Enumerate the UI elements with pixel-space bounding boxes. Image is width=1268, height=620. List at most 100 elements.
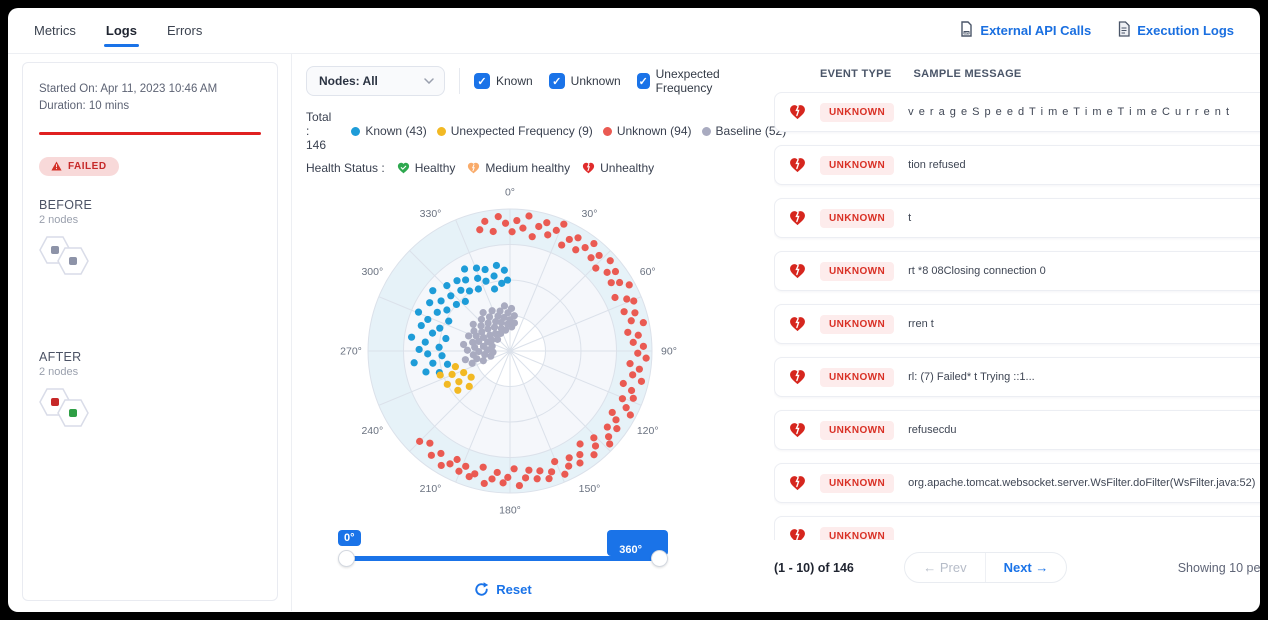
checkbox-unknown[interactable]: ✓ Unknown [548,73,621,89]
log-event-row[interactable]: UNKNOWN rt *8 08Closing connection 0 [774,251,1260,291]
header: Metrics Logs Errors API External API Cal… [8,8,1260,54]
tab-logs[interactable]: Logs [103,8,140,53]
svg-text:240°: 240° [361,425,383,437]
tab-metrics[interactable]: Metrics [34,23,76,38]
execution-logs-link[interactable]: Execution Logs [1117,21,1234,40]
polar-scatter-chart[interactable]: 0° 30° 60° 90° 120° 150° 180° 210° 240° 270° 300° 3… [312,179,720,528]
run-summary-panel: Started On: Apr 11, 2023 10:46 AM Durati… [22,62,278,601]
checkbox-checked-icon: ✓ [636,73,650,89]
svg-text:90°: 90° [661,346,677,358]
external-api-calls-label: External API Calls [980,23,1092,38]
log-event-row[interactable]: UNKNOWN rren t [774,304,1260,344]
svg-text:330°: 330° [420,208,442,220]
unhealthy-heart-icon [790,211,805,226]
started-on-text: Started On: Apr 11, 2023 10:46 AM [39,83,218,95]
legend-item-baseline: Baseline (52) [701,124,786,138]
prev-button[interactable]: ← Prev [905,553,986,582]
vertical-divider [291,54,292,611]
slider-min-badge: 0° [338,530,361,546]
tab-bar: Metrics Logs Errors [34,8,202,53]
per-page-label: Showing 10 per page [1177,560,1260,575]
baseline-dot-icon [701,126,711,136]
header-links: API External API Calls Execution Logs [959,21,1234,40]
unhealthy-heart-icon [790,158,805,173]
node-hexagon-icon[interactable] [57,247,89,280]
duration-text: Duration: 10 mins [39,100,130,113]
slider-track[interactable] [346,556,660,561]
sample-message-text: refusecdu [908,424,957,436]
legend-item-known: Known (43) [351,124,427,138]
after-label: AFTER [39,350,82,364]
status-badge: FAILED [39,156,119,176]
checkbox-unknown-label: Unknown [570,74,621,88]
event-type-badge: UNKNOWN [820,526,895,540]
unexpected-frequency-dot-icon [436,126,446,136]
event-type-badge: UNKNOWN [820,102,895,122]
healthy-heart-icon [397,162,409,174]
unhealthy-heart-icon [790,423,805,438]
log-events-panel: EVENT TYPE SAMPLE MESSAGE UNKNOWN v e r … [762,54,1260,611]
pagination-range: (1 - 10) of 146 [774,560,854,575]
node-hexagon-icon[interactable] [57,399,89,432]
checkbox-unexpected-frequency-label: Unexpected Frequency [655,67,720,95]
external-api-calls-link[interactable]: API External API Calls [959,21,1091,40]
checkbox-known[interactable]: ✓ Known [473,73,533,89]
log-event-row[interactable]: UNKNOWN t [774,198,1260,238]
svg-text:60°: 60° [640,266,656,278]
sample-message-text: tion refused [908,159,966,171]
unhealthy-heart-icon [790,317,805,332]
slider-handle-max[interactable] [651,550,668,567]
svg-text:300°: 300° [361,266,383,278]
checkbox-unexpected-frequency[interactable]: ✓ Unexpected Frequency [636,67,756,95]
checkbox-known-label: Known [495,74,533,88]
sample-message-text: rl: (7) Failed* t Trying ::1... [908,371,1035,383]
polar-chart: 0° 30° 60° 90° 120° 150° 180° 210° 240° 270° 300° 3… [340,187,677,517]
after-nodes [39,388,99,432]
event-type-badge: UNKNOWN [820,473,895,493]
pagination-bar: (1 - 10) of 146 ← Prev Next → Showing 10… [774,552,1260,583]
sample-message-text: t [908,212,912,224]
reset-icon [475,582,489,596]
log-event-row[interactable]: UNKNOWN org.apache.tomcat.websocket.serv… [774,463,1260,503]
chart-legend: Total : 146 Known (43) Unexpected Freque… [306,110,786,152]
health-item-medium-healthy: Medium healthy [467,161,570,175]
status-badge-label: FAILED [68,160,107,172]
reset-button[interactable]: Reset [338,582,668,597]
legend-item-unknown: Unknown (94) [602,124,692,138]
slider-max-badge: 360° [607,530,668,556]
health-status-label: Health Status : [306,161,385,175]
log-event-list: UNKNOWN v e r a g e S p e e d T i m e T … [774,92,1260,540]
sample-message-text: org.apache.tomcat.websocket.server.WsFil… [908,477,1256,489]
series-filter-checkboxes: ✓ Known ✓ Unknown ✓ Unexpected Frequency [473,67,756,95]
before-label: BEFORE [39,198,93,212]
log-event-row[interactable]: UNKNOWN [774,516,1260,540]
legend-item-unexpected-frequency: Unexpected Frequency (9) [436,124,593,138]
chart-panel: Nodes: All ✓ Known ✓ Unknown ✓ Unex [292,54,786,611]
execution-logs-label: Execution Logs [1137,23,1234,38]
app-window: Metrics Logs Errors API External API Cal… [8,8,1260,612]
tab-errors[interactable]: Errors [166,23,203,38]
svg-text:270°: 270° [340,346,362,358]
health-status-legend: Health Status : Healthy Medium healthy U… [306,161,756,175]
pagination-buttons: ← Prev Next → [904,552,1068,583]
sample-message-text: v e r a g e S p e e d T i m e T i m e T … [908,106,1231,118]
svg-text:API: API [964,31,969,35]
slider-handle-min[interactable] [338,550,355,567]
unhealthy-heart-icon [790,529,805,540]
svg-text:210°: 210° [420,483,442,495]
reset-label: Reset [496,582,532,597]
medium-healthy-heart-icon [468,162,480,174]
log-event-row[interactable]: UNKNOWN rl: (7) Failed* t Trying ::1... [774,357,1260,397]
next-button[interactable]: Next → [1003,560,1049,575]
log-event-row[interactable]: UNKNOWN refusecdu [774,410,1260,450]
svg-text:120°: 120° [637,425,659,437]
event-type-badge: UNKNOWN [820,420,895,440]
log-event-row[interactable]: UNKNOWN tion refused [774,145,1260,185]
angle-range-slider: 0° 360° [338,530,668,576]
event-type-badge: UNKNOWN [820,261,895,281]
unhealthy-heart-icon [790,476,805,491]
log-event-row[interactable]: UNKNOWN v e r a g e S p e e d T i m e T … [774,92,1260,132]
document-icon [1117,21,1131,40]
event-type-badge: UNKNOWN [820,208,895,228]
nodes-dropdown[interactable]: Nodes: All [306,66,446,96]
